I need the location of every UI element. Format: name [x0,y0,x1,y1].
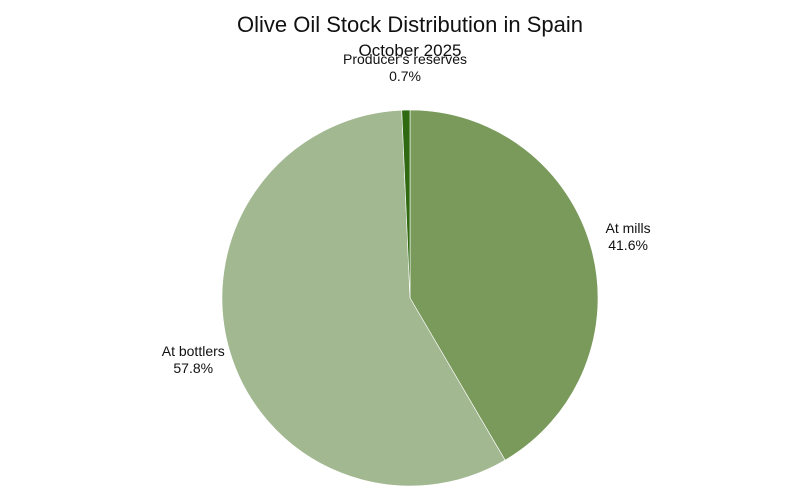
pie-slice-at-bottlers [221,109,506,487]
pie-label-name: At mills [606,220,651,236]
pie-slices [221,109,599,487]
pie-labels: At mills 41.6% At bottlers 57.8% Producer's … [162,51,651,376]
pie-label-value: 57.8% [173,360,213,376]
pie-label-name: Producer's reserves [343,51,467,67]
chart-title: Olive Oil Stock Distribution in Spain [237,12,583,37]
pie-label-value: 0.7% [389,68,421,84]
pie-slice-at-mills [409,109,599,461]
pie-label-at-mills: At mills 41.6% [606,220,651,253]
pie-label-name: At bottlers [162,343,225,359]
chart-subtitle: October 2025 [358,41,461,60]
pie-label-producer-s-reserves: Producer's reserves 0.7% [343,51,467,84]
pie-slice-producer-s-reserves [401,109,411,299]
pie-label-at-bottlers: At bottlers 57.8% [162,343,225,376]
pie-label-value: 41.6% [608,237,648,253]
